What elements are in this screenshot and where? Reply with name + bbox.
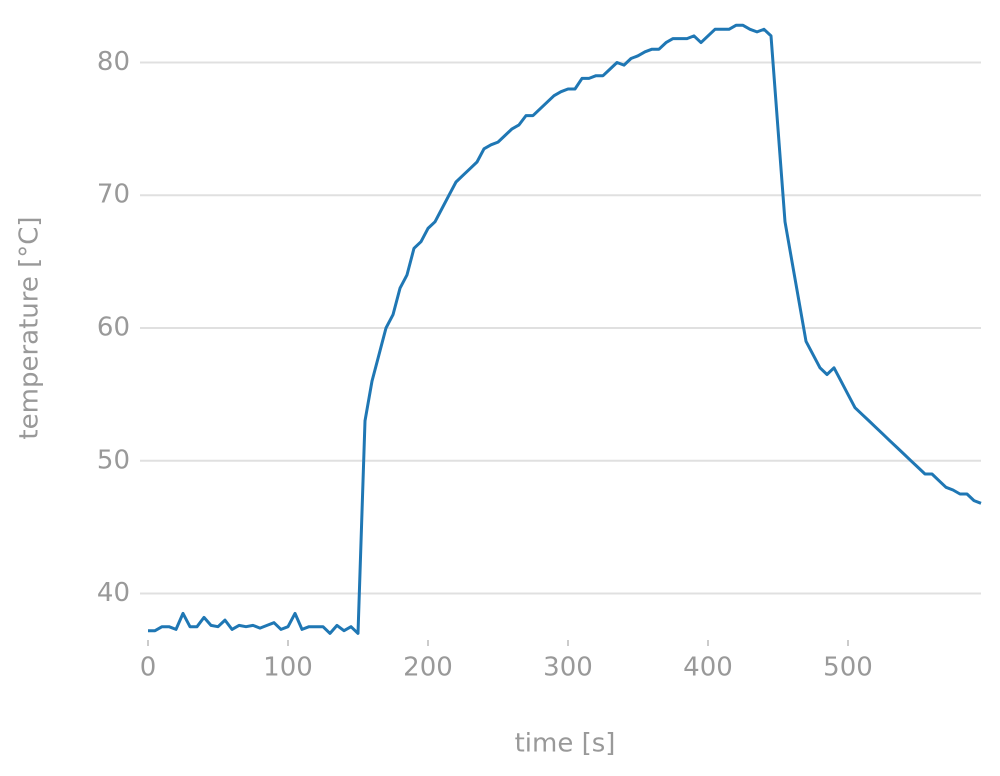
x-tick-label: 400 [683,653,733,683]
y-tick-label: 40 [97,578,130,608]
x-tick-label: 100 [263,653,313,683]
data-line [148,23,982,635]
y-tick-label: 70 [97,180,130,210]
y-axis-label: temperature [°C] [15,216,45,439]
y-tick-label: 60 [97,313,130,343]
y-tick-label: 80 [97,47,130,77]
x-tick-label: 500 [823,653,873,683]
x-tick-label: 0 [140,653,157,683]
y-tick-label: 50 [97,445,130,475]
x-axis-label: time [s] [515,729,616,759]
x-tick-label: 300 [543,653,593,683]
x-tick-label: 200 [403,653,453,683]
